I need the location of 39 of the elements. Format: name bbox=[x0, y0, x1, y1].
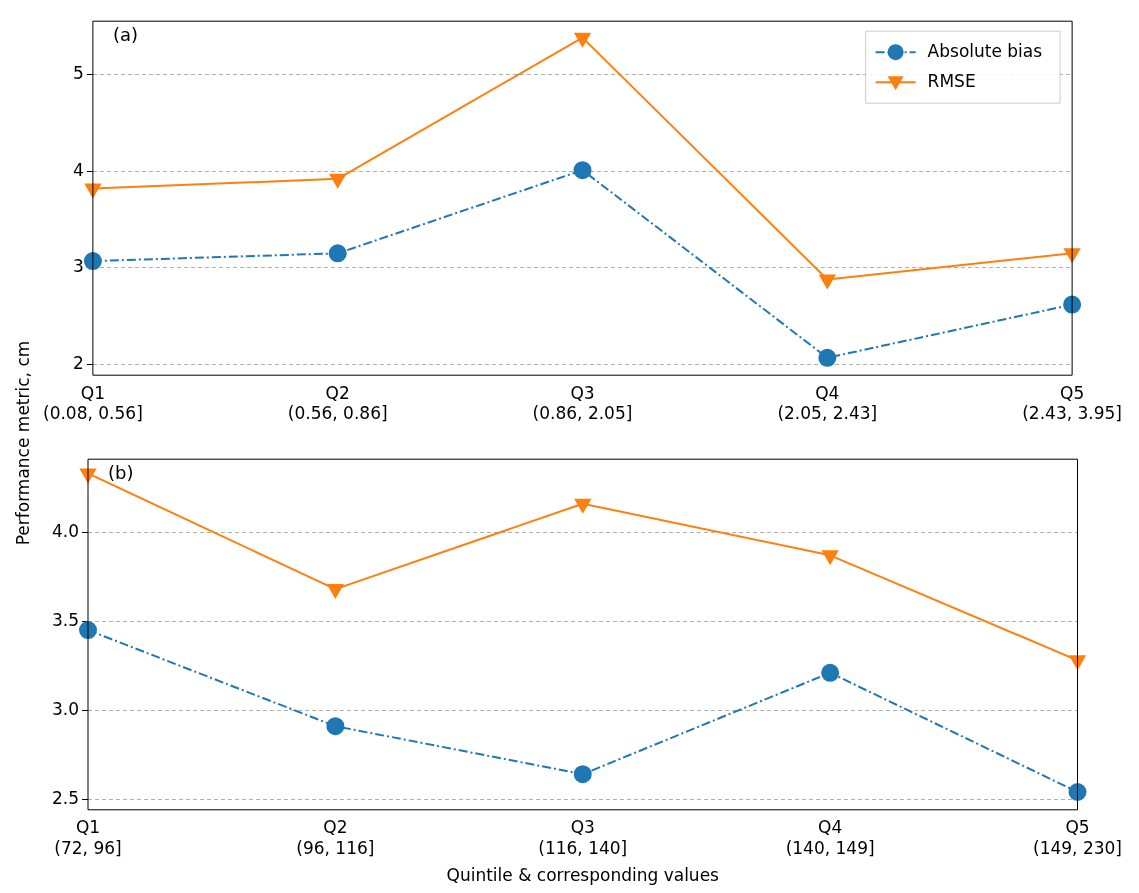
y-tick-label: 3.5 bbox=[51, 609, 79, 630]
x-tick-label: Q2 (96, 116] bbox=[296, 817, 375, 858]
x-axis-title: Quintile & corresponding values bbox=[446, 865, 720, 886]
x-tick-label: Q1 (0.08, 0.56] bbox=[43, 382, 143, 424]
point bbox=[1068, 783, 1087, 801]
annotation: (a) bbox=[112, 23, 138, 45]
y-axis-title: Performance metric, cm bbox=[13, 340, 33, 546]
point bbox=[818, 348, 837, 367]
point bbox=[574, 32, 591, 47]
x-tick-label: Q4 (2.05, 2.43] bbox=[777, 382, 878, 424]
point bbox=[574, 498, 591, 513]
y-tick-label: 4.0 bbox=[51, 520, 79, 541]
x-tick-label: Q3 (116, 140] bbox=[538, 817, 628, 858]
x-tick-label: Q5 (2.43, 3.95] bbox=[1022, 382, 1122, 424]
point bbox=[79, 621, 97, 640]
x-tick-label: Q2 (0.56, 0.86] bbox=[287, 382, 388, 424]
point bbox=[328, 244, 347, 263]
point bbox=[1069, 655, 1086, 670]
point bbox=[822, 550, 839, 565]
y-tick-label: 3 bbox=[73, 256, 84, 277]
x-tick-label: Q1 (72, 96] bbox=[54, 817, 122, 858]
point bbox=[573, 161, 592, 180]
point bbox=[326, 717, 345, 736]
legend-label: RMSE bbox=[927, 70, 976, 91]
y-tick-label: 4 bbox=[73, 159, 84, 180]
annotation: (b) bbox=[108, 461, 134, 483]
y-tick-label: 5 bbox=[73, 62, 84, 83]
x-tick-label: Q3 (0.86, 2.05] bbox=[532, 382, 633, 424]
y-tick-label: 2 bbox=[73, 352, 84, 373]
point bbox=[821, 663, 840, 682]
point bbox=[327, 584, 344, 599]
x-tick-label: Q5 (149, 230] bbox=[1033, 817, 1122, 858]
point bbox=[329, 173, 346, 188]
point bbox=[819, 274, 836, 289]
point bbox=[573, 765, 592, 784]
legend-label: Absolute bias bbox=[927, 40, 1043, 61]
x-tick-label: Q4 (140, 149] bbox=[785, 817, 875, 858]
y-tick-label: 3.0 bbox=[51, 698, 79, 719]
y-tick-label: 2.5 bbox=[51, 787, 79, 808]
